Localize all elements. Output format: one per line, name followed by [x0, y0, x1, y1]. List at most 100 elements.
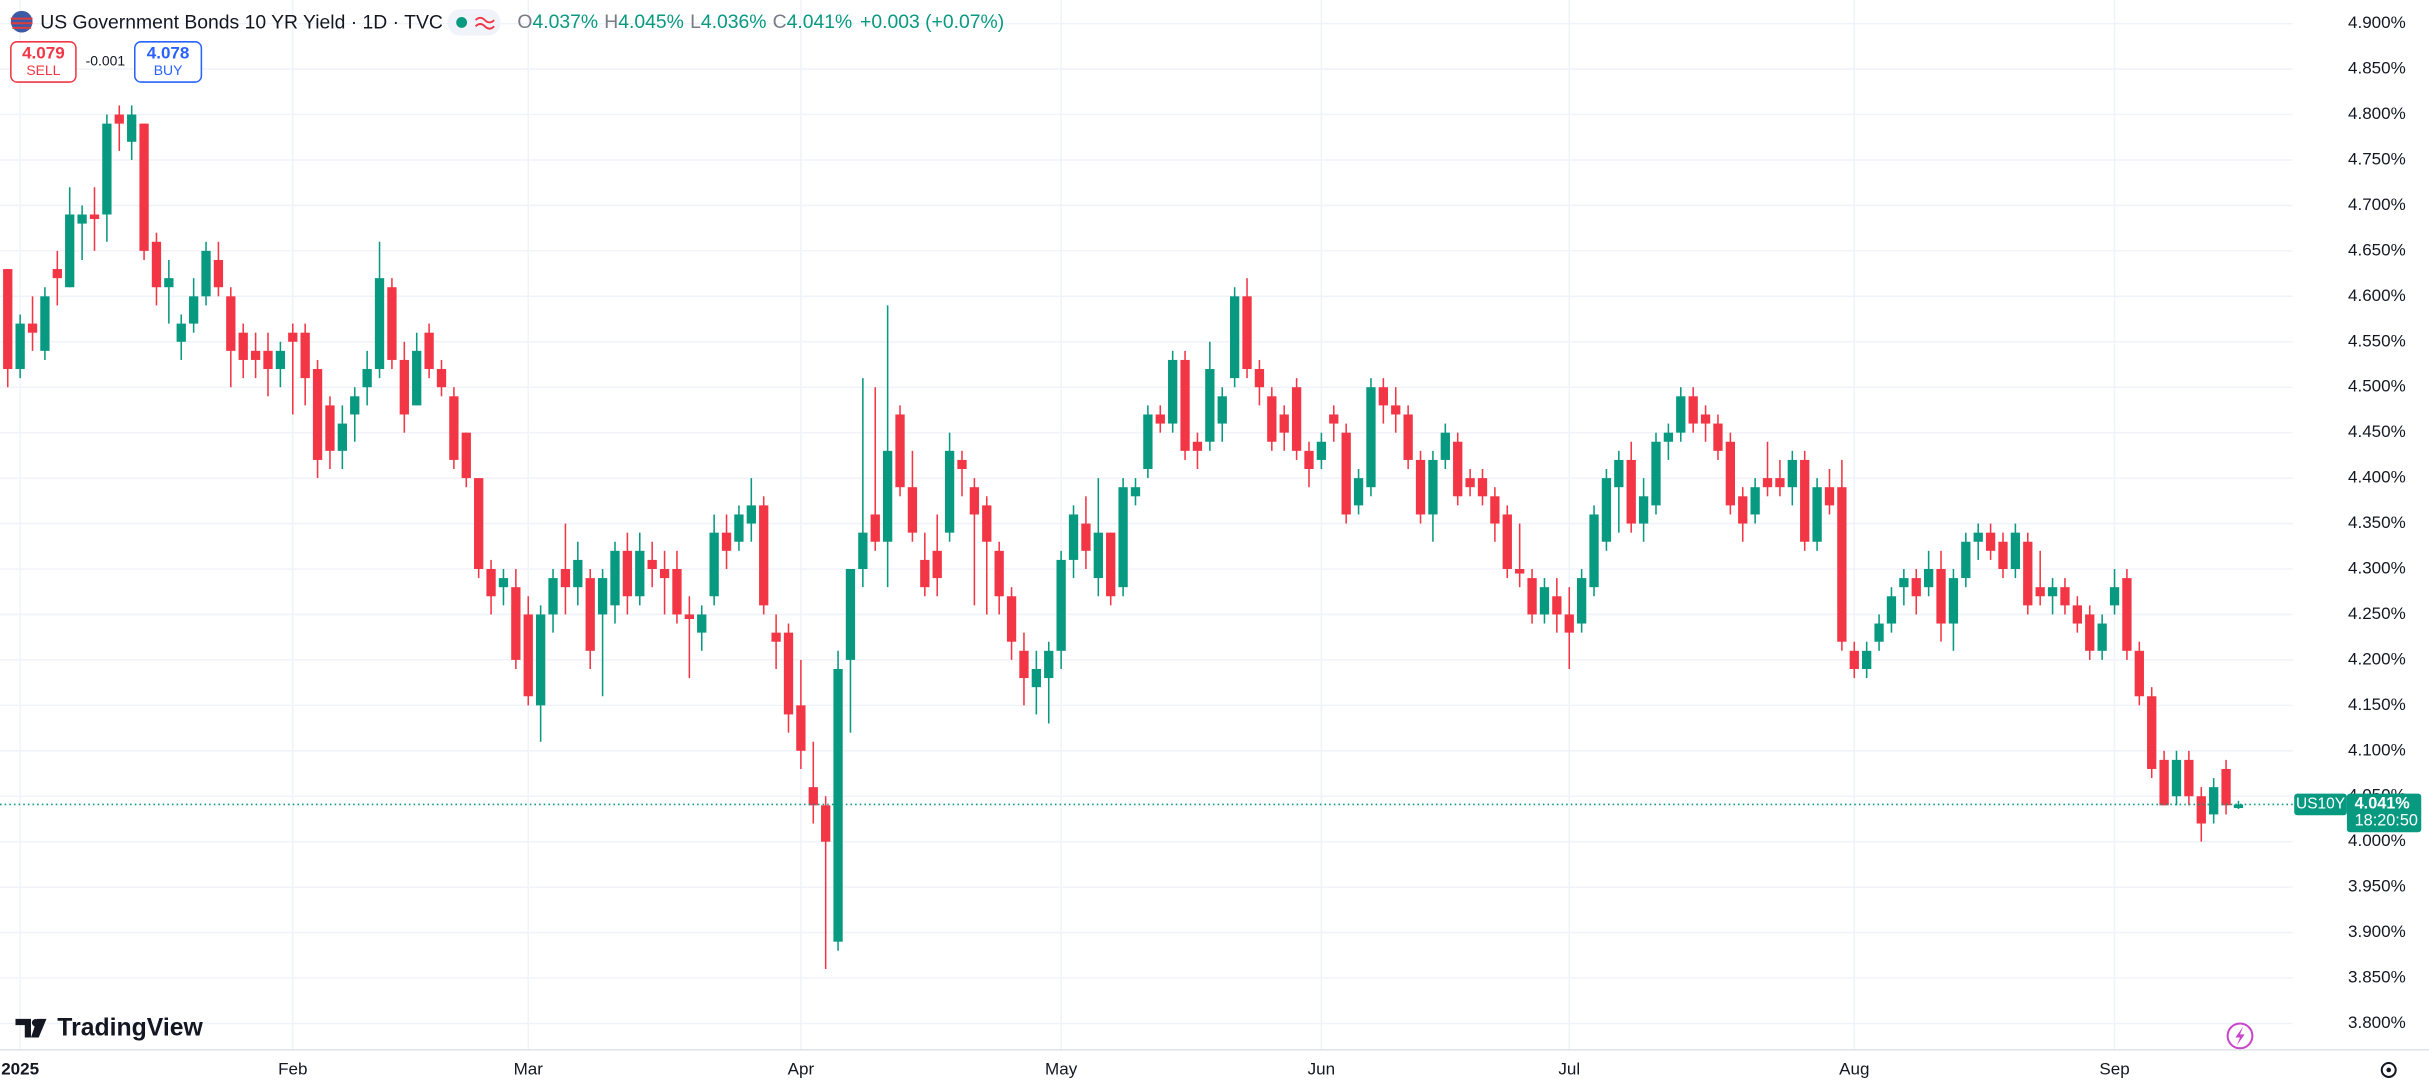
y-tick-label: 4.400%: [2348, 468, 2406, 487]
candle-body: [808, 787, 818, 806]
legend-prefix: H: [604, 11, 618, 33]
candle-body: [1738, 496, 1748, 524]
legend-change: +0.003 (+0.07%): [860, 11, 1004, 33]
candle-body: [2085, 614, 2095, 651]
candle-body: [684, 614, 694, 619]
candle-body: [2184, 759, 2194, 797]
candle-body: [833, 668, 843, 942]
candle-body: [1168, 359, 1178, 424]
candle-body: [399, 359, 409, 415]
y-tick-label: 4.700%: [2348, 195, 2406, 214]
candle-body: [89, 214, 100, 220]
candle-body: [1428, 459, 1438, 515]
candle-body: [1638, 496, 1649, 524]
candle-body: [2072, 605, 2082, 624]
candle-body: [1663, 432, 1674, 442]
candle-body: [1923, 569, 1934, 588]
candle-body: [1093, 532, 1103, 579]
candle-body: [721, 532, 732, 551]
candle-body: [771, 632, 781, 642]
candle-body: [1998, 541, 2008, 570]
candle-body: [2159, 759, 2169, 806]
candle-body: [1564, 614, 1574, 633]
lightning-button[interactable]: [2226, 1022, 2254, 1050]
delayed-icon: [474, 16, 495, 30]
candle-body: [188, 296, 199, 324]
candle-body: [573, 559, 583, 588]
candle-body: [1477, 478, 1488, 497]
candle-body: [1676, 396, 1686, 433]
y-tick-label: 4.450%: [2348, 422, 2406, 441]
candle-body: [1106, 532, 1116, 597]
candle-body: [387, 287, 397, 360]
candle-body: [1229, 296, 1240, 379]
candle-body: [1403, 414, 1413, 460]
candle-body: [1787, 459, 1797, 488]
header: US Government Bonds 10 YR Yield · 1D · T…: [10, 9, 1004, 83]
candle-body: [2023, 541, 2033, 606]
candle-body: [1353, 478, 1364, 506]
x-tick-label: May: [1045, 1059, 1078, 1078]
candle-body: [436, 369, 447, 388]
candle-body: [1800, 459, 1810, 542]
candle-body: [1961, 541, 1971, 579]
candle-body: [1155, 414, 1165, 424]
sell-button[interactable]: [10, 41, 77, 83]
candle-body: [1291, 387, 1302, 451]
candle-body: [1440, 432, 1450, 460]
candle-body: [337, 423, 347, 451]
logo-text: TradingView: [57, 1014, 203, 1041]
candle-body: [1254, 369, 1265, 388]
candle-body: [1068, 514, 1079, 560]
candle-body: [622, 550, 633, 597]
candle-body: [1725, 441, 1735, 506]
candle-body: [585, 578, 595, 651]
candle-body: [1056, 559, 1066, 651]
ohlc-legend: O4.037% H4.045% L4.036% C4.041% +0.003 (+0.0…: [517, 11, 1004, 33]
candle-body: [1019, 650, 1029, 679]
candle-body: [1192, 441, 1203, 451]
legend-value: 4.036%: [701, 11, 767, 33]
candle-body: [1614, 459, 1624, 488]
candle-body: [1886, 596, 1897, 624]
candle-body: [2221, 768, 2231, 806]
legend-value: 4.037%: [532, 11, 598, 33]
candle-body: [1081, 523, 1091, 551]
symbol-tag: [2294, 793, 2347, 816]
x-tick-label: Jun: [1308, 1059, 1335, 1078]
settings-button[interactable]: [2380, 1061, 2397, 1078]
candle-body: [263, 350, 273, 370]
candle-body: [1700, 414, 1711, 424]
candle-body: [114, 114, 124, 124]
y-tick-label: 4.000%: [2348, 831, 2406, 850]
candle-body: [1031, 668, 1041, 688]
candle-body: [213, 259, 224, 288]
candle-body: [275, 350, 286, 370]
candle-body: [1626, 459, 1636, 524]
candle-body: [734, 514, 744, 542]
buy-button[interactable]: [133, 41, 203, 83]
flag-icon: [10, 10, 33, 33]
candle-body: [907, 487, 918, 533]
candle-body: [1316, 441, 1327, 460]
legend-prefix: C: [773, 11, 787, 33]
candle-body: [1911, 578, 1921, 597]
candle-body: [461, 432, 471, 479]
candle-body: [127, 114, 137, 142]
candle-body: [1936, 569, 1946, 624]
candle-body: [1006, 596, 1017, 642]
candle-body: [288, 332, 298, 342]
settings-icon: [2386, 1067, 2392, 1073]
candle-body: [982, 505, 992, 542]
market-open-dot: [456, 17, 468, 28]
y-tick-label: 4.900%: [2348, 13, 2406, 32]
candle-body: [647, 559, 657, 570]
candle-body: [312, 369, 323, 460]
candle-body: [2060, 587, 2070, 606]
candle-body: [2047, 587, 2058, 597]
candle-body: [697, 614, 707, 633]
candle-body: [15, 323, 25, 370]
candle-body: [1899, 578, 1909, 588]
symbol-tag-label: US10Y: [2296, 796, 2345, 813]
